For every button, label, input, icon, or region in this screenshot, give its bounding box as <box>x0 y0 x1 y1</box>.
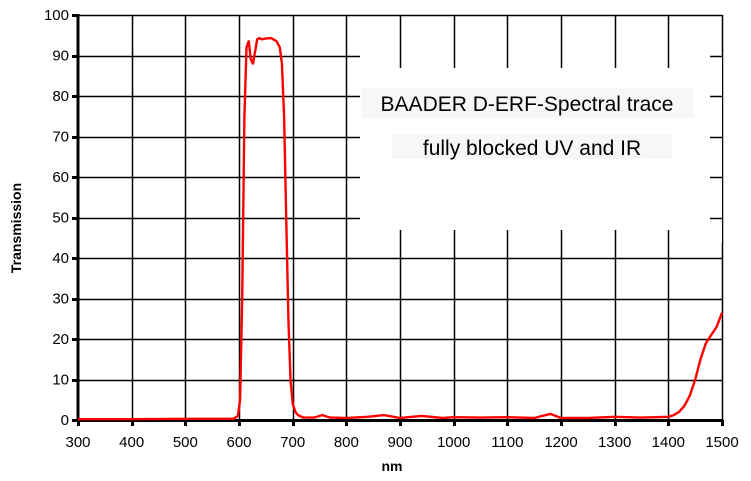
y-tick-label: 0 <box>61 412 69 429</box>
x-tick-label: 900 <box>387 434 412 451</box>
x-tick-labels: 300 400 500 600 700 800 900 1000 1100 1200 1300 140… <box>65 434 738 451</box>
y-tick-label: 80 <box>52 88 69 105</box>
y-tick-label: 20 <box>52 331 69 348</box>
x-tick-label: 300 <box>65 434 90 451</box>
annotation-subtitle: fully blocked UV and IR <box>423 137 641 160</box>
x-tick-label: 700 <box>280 434 305 451</box>
annotation-line1-bg <box>361 88 693 118</box>
y-tick-label: 50 <box>52 210 69 227</box>
y-tick-label: 70 <box>52 129 69 146</box>
x-tick-label: 1300 <box>598 434 631 451</box>
y-tick-label: 40 <box>52 250 69 267</box>
x-tick-label: 1500 <box>705 434 738 451</box>
y-tick-label: 10 <box>52 372 69 389</box>
x-tick-label: 500 <box>173 434 198 451</box>
x-tick-label: 1200 <box>544 434 577 451</box>
y-tick-label: 90 <box>52 48 69 65</box>
y-tick-label: 100 <box>44 7 69 24</box>
x-tick-label: 800 <box>334 434 359 451</box>
y-tick-label: 30 <box>52 291 69 308</box>
x-tick-label: 1000 <box>437 434 470 451</box>
y-axis-title: Transmission <box>8 183 24 273</box>
annotation-line2-bg <box>392 134 672 159</box>
transmission-curve <box>78 36 724 421</box>
x-axis-title: nm <box>382 458 403 474</box>
x-tick-label: 1400 <box>652 434 685 451</box>
x-tick-label: 400 <box>119 434 144 451</box>
y-tick-labels: 0 10 20 30 40 50 60 70 80 90 100 <box>44 7 69 429</box>
axes <box>76 14 723 422</box>
y-tick-label: 60 <box>52 169 69 186</box>
x-tick-label: 600 <box>226 434 251 451</box>
x-tick-label: 1100 <box>491 434 523 451</box>
annotation-title: BAADER D-ERF-Spectral trace <box>381 93 674 116</box>
